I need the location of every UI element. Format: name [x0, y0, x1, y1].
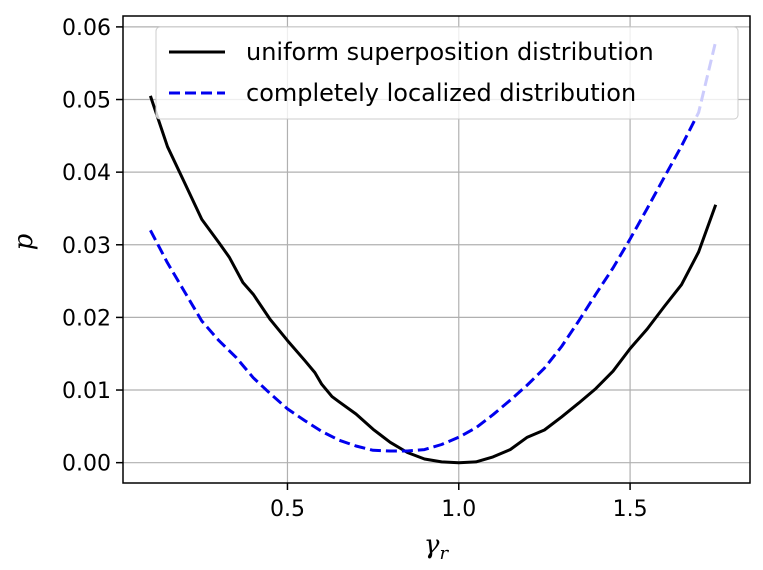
- x-axis-label-sub: r: [439, 543, 449, 564]
- y-tick-label-3: 0.03: [62, 234, 111, 259]
- y-tick-label-6: 0.06: [62, 16, 111, 41]
- x-tick-label-2: 1.5: [613, 497, 648, 522]
- legend: uniform superposition distribution compl…: [155, 26, 739, 120]
- y-tick-label-4: 0.04: [62, 161, 111, 186]
- plot-frame: [122, 15, 751, 484]
- x-tick-label-1: 1.0: [441, 497, 476, 522]
- x-axis-label-main: γ: [424, 530, 440, 560]
- x-axis-label: γr: [424, 530, 450, 564]
- legend-frame: [155, 26, 739, 120]
- legend-label-1: completely localized distribution: [246, 79, 636, 107]
- legend-label-0: uniform superposition distribution: [246, 38, 654, 66]
- y-tick-label-5: 0.05: [62, 89, 111, 114]
- series-line-1: [149, 41, 718, 453]
- y-axis-label: p: [9, 233, 39, 250]
- series-lines: [148, 41, 718, 465]
- y-tick-label-1: 0.01: [62, 379, 111, 404]
- y-tick-label-0: 0.00: [62, 452, 111, 477]
- x-tick-label-0: 0.5: [270, 497, 305, 522]
- y-tick-label-2: 0.02: [62, 306, 111, 331]
- ticks: 0.5 1.0 1.5 0.00 0.01 0.02 0.03 0.04 0.05 0.06: [62, 16, 648, 522]
